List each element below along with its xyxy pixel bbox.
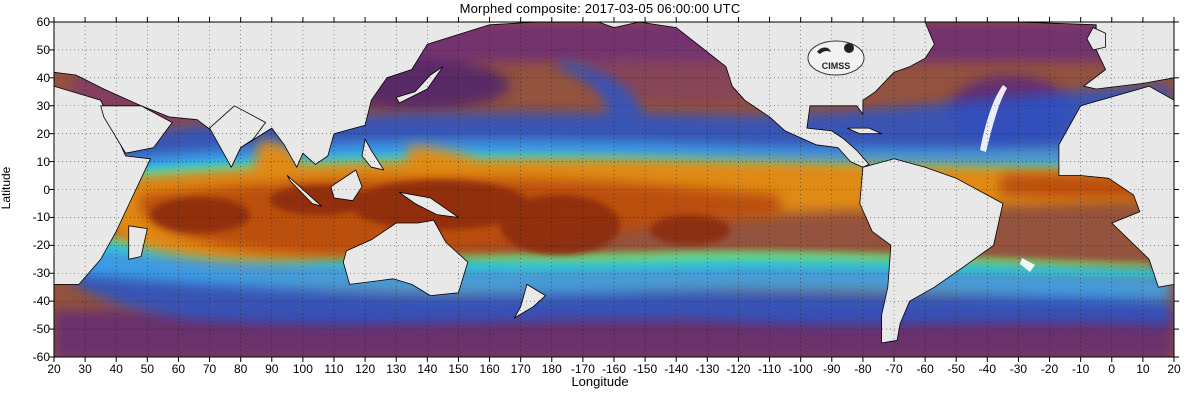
land-uk	[1086, 27, 1106, 51]
x-tick-label: 70	[202, 362, 217, 376]
y-tick-label: 40	[36, 70, 50, 85]
x-tick-label: -50	[947, 362, 965, 376]
land-newguinea	[398, 191, 459, 218]
x-tick-label: 120	[355, 362, 376, 376]
x-tick-label: -120	[726, 362, 751, 376]
y-tick-label: 20	[36, 126, 50, 141]
x-tick-label: 10	[1136, 362, 1150, 376]
land-australia	[342, 219, 469, 297]
land-japan	[395, 66, 444, 104]
land-philippines	[361, 138, 385, 171]
x-tick-label: 40	[109, 362, 123, 376]
land-southamerica	[859, 158, 1004, 344]
y-tick-label: 0	[43, 182, 50, 197]
x-tick-label: -150	[633, 362, 658, 376]
y-tick-label: -20	[32, 238, 50, 253]
x-tick-label: -170	[570, 362, 595, 376]
svg-text:CIMSS: CIMSS	[822, 61, 851, 71]
x-tick-label: 30	[78, 362, 92, 376]
x-tick-label: 110	[324, 362, 344, 376]
y-tick-label: -10	[32, 210, 50, 225]
axis-ticks	[49, 17, 1179, 362]
x-tick-label: 50	[140, 362, 154, 376]
x-tick-label: 100	[292, 362, 313, 376]
land-madagascar	[128, 225, 148, 260]
x-tick-label: 160	[479, 362, 500, 376]
x-tick-label: -20	[1040, 362, 1059, 376]
y-tick-label: 30	[36, 98, 50, 113]
x-tick-label: -140	[664, 362, 689, 376]
y-tick-label: -50	[32, 322, 50, 337]
x-tick-label: -60	[916, 362, 934, 376]
x-tick-label: 150	[448, 362, 469, 376]
land-borneo	[330, 169, 363, 202]
x-tick-label: -160	[601, 362, 627, 376]
x-tick-label: -30	[1009, 362, 1028, 376]
x-tick-label: -110	[757, 362, 782, 376]
y-tick-label: 60	[36, 15, 50, 29]
lat-lon-grid	[54, 22, 1174, 357]
figure-title: Morphed composite: 2017-03-05 06:00:00 U…	[459, 1, 741, 16]
x-tick-label: 20	[1167, 362, 1181, 376]
y-tick-label: 50	[36, 42, 50, 57]
x-tick-label: -130	[695, 362, 720, 376]
x-tick-label: -10	[1071, 362, 1090, 376]
x-tick-label: -80	[854, 362, 872, 376]
x-tick-label: 20	[47, 362, 61, 376]
y-tick-label: 10	[36, 154, 50, 169]
x-tick-label: 170	[510, 362, 531, 376]
x-tick-label: 0	[1108, 362, 1116, 376]
land-greenland	[965, 22, 994, 23]
x-axis-label: Longitude	[571, 374, 629, 389]
plot-frame	[53, 21, 1175, 358]
land-india	[209, 105, 267, 168]
y-axis-label: Latitude	[0, 166, 13, 210]
x-tick-label: -40	[978, 362, 996, 376]
x-tick-label: 140	[417, 362, 438, 376]
land-sumatra	[286, 175, 323, 207]
cimss-logo: CIMSS	[807, 40, 865, 76]
x-tick-label: 180	[541, 362, 562, 376]
y-tick-label: -40	[32, 294, 50, 309]
x-tick-label: 60	[171, 362, 186, 376]
land-cuba	[846, 127, 882, 135]
y-tick-label: -30	[32, 266, 50, 281]
x-tick-label: 130	[386, 362, 407, 376]
x-tick-label: -100	[788, 362, 813, 376]
x-tick-label: -70	[885, 362, 903, 376]
x-tick-label: 90	[265, 362, 279, 376]
y-tick-label: -60	[32, 350, 50, 364]
x-tick-label: -90	[823, 362, 841, 376]
x-tick-label: 80	[233, 362, 248, 376]
